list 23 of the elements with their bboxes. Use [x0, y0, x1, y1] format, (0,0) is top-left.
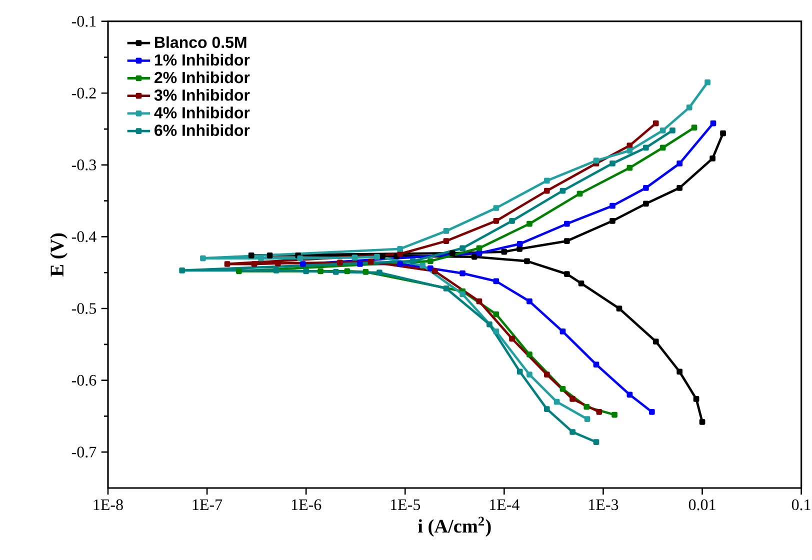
x-tick-label: 1E-5	[390, 499, 420, 510]
y-tick-label: -0.5	[72, 303, 96, 314]
x-tick-label: 1E-7	[192, 499, 222, 510]
legend-label: 6% Inhibidor	[154, 124, 250, 136]
y-tick-label: -0.2	[72, 88, 96, 99]
y-axis-title: E (V)	[50, 233, 68, 276]
legend-label: 2% Inhibidor	[154, 71, 250, 84]
x-tick-label: 0.1	[792, 499, 810, 510]
x-tick-label: 0.01	[688, 499, 716, 510]
y-tick-label: -0.7	[72, 446, 96, 458]
x-tick-label: 1E-4	[490, 499, 520, 510]
y-tick-label: -0.3	[72, 159, 96, 170]
x-tick-label: 1E-3	[589, 499, 618, 510]
x-tick-label: 1E-8	[94, 499, 123, 510]
legend-label: 4% Inhibidor	[154, 106, 250, 118]
x-tick-label: 1E-6	[292, 499, 322, 510]
legend-label: 3% Inhibidor	[154, 89, 250, 101]
legend-label: Blanco 0.5M	[155, 36, 246, 48]
legend-label: 1% Inhibidor	[154, 54, 250, 66]
y-tick-label: -0.1	[72, 16, 96, 27]
x-axis-title: i (A/cm$^{2}$)	[418, 516, 491, 537]
y-tick-label: -0.6	[72, 374, 96, 386]
y-tick-label: -0.4	[72, 231, 96, 242]
